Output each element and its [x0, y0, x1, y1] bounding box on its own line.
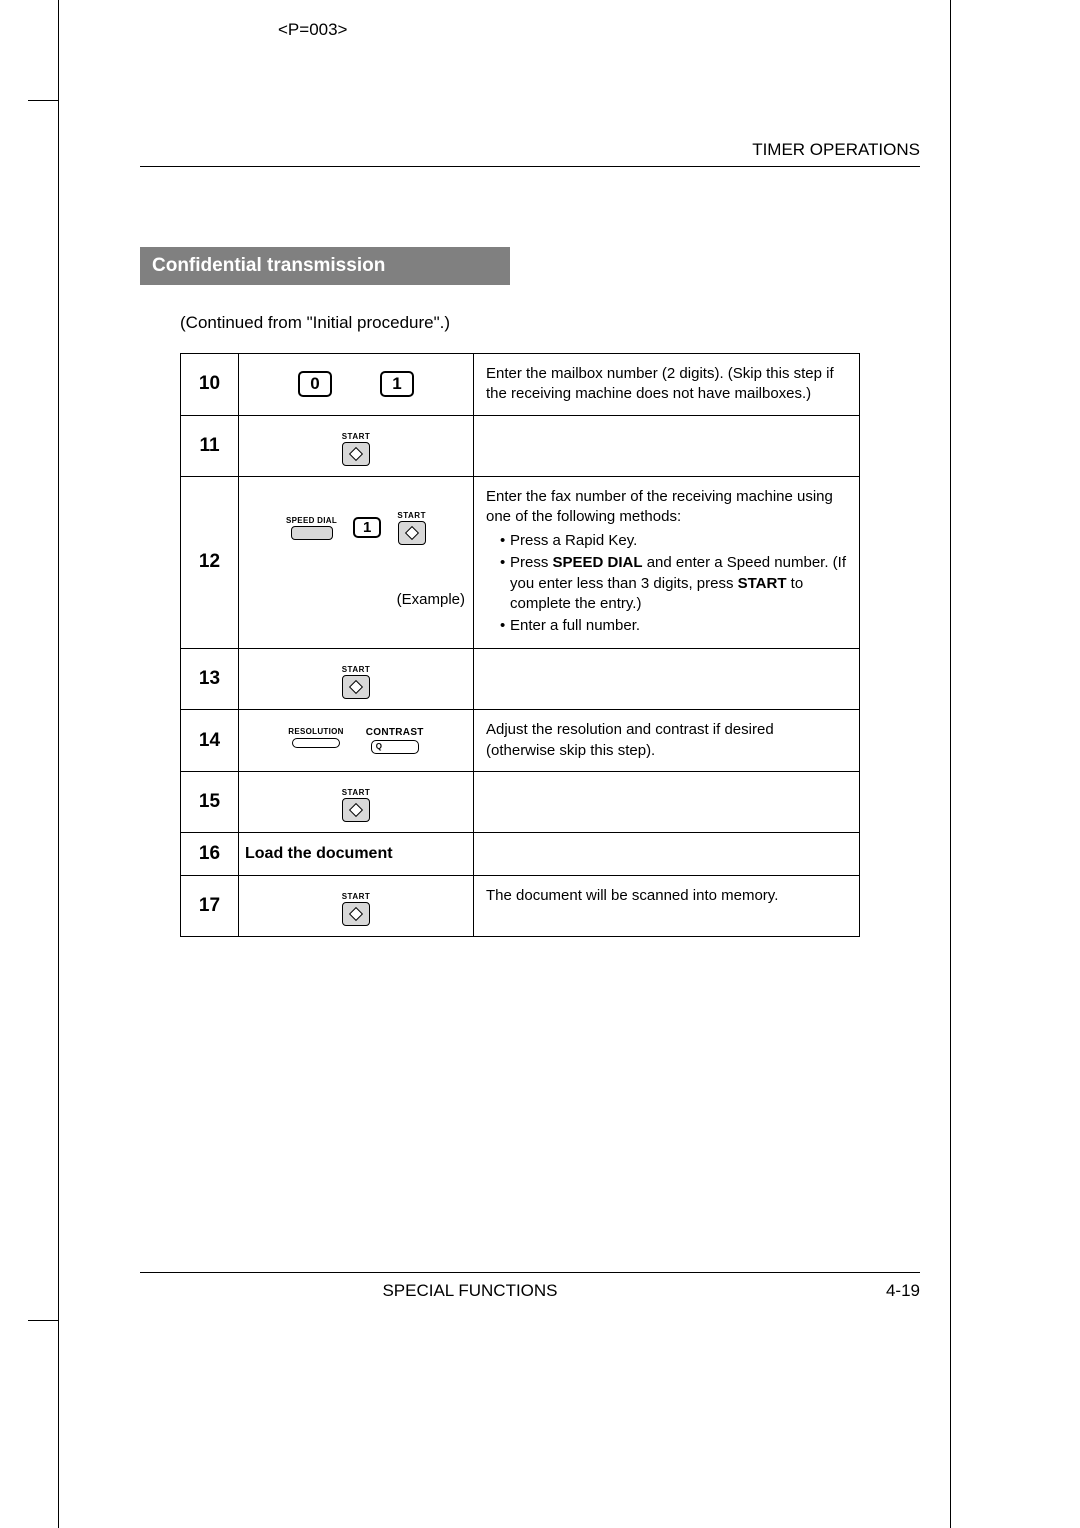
step-number: 15: [181, 771, 239, 832]
step-action: SPEED DIAL 1 START (Example): [239, 476, 474, 649]
keypad-1-button[interactable]: 1: [353, 517, 381, 538]
step-action: START: [239, 771, 474, 832]
list-item: Press SPEED DIAL and enter a Speed numbe…: [500, 553, 847, 614]
step-description: Adjust the resolution and contrast if de…: [474, 710, 860, 772]
diamond-icon: [405, 525, 419, 539]
step-number: 14: [181, 710, 239, 772]
step-description: Enter the mailbox number (2 digits). (Sk…: [474, 354, 860, 416]
table-row: 10 0 1 Enter the mailbox number (2 digit…: [181, 354, 860, 416]
procedure-table: 10 0 1 Enter the mailbox number (2 digit…: [180, 353, 860, 937]
start-label: START: [397, 511, 426, 520]
table-row: 12 SPEED DIAL 1 START (Example: [181, 476, 860, 649]
step-description: [474, 415, 860, 476]
footer-title: SPECIAL FUNCTIONS: [140, 1281, 800, 1301]
contrast-button[interactable]: Q: [371, 740, 419, 754]
keypad-1-button[interactable]: 1: [380, 371, 414, 397]
step-number: 13: [181, 649, 239, 710]
step-action: RESOLUTION CONTRAST Q: [239, 710, 474, 772]
speed-dial-button[interactable]: [291, 526, 333, 540]
method-list: Press a Rapid Key. Press SPEED DIAL and …: [486, 531, 847, 636]
table-row: 16 Load the document: [181, 832, 860, 875]
example-label: (Example): [245, 591, 467, 608]
list-item: Press a Rapid Key.: [500, 531, 847, 551]
step-number: 17: [181, 875, 239, 936]
resolution-button[interactable]: [292, 738, 340, 748]
diamond-icon: [349, 907, 363, 921]
crop-tick-bottom: [28, 1320, 58, 1321]
start-button[interactable]: [342, 675, 370, 699]
table-row: 14 RESOLUTION CONTRAST Q Adjust the reso…: [181, 710, 860, 772]
speed-dial-label: SPEED DIAL: [286, 516, 337, 525]
crop-vline-left: [58, 0, 59, 1528]
step-action: START: [239, 649, 474, 710]
page-content: TIMER OPERATIONS Confidential transmissi…: [140, 140, 920, 937]
step-description: [474, 649, 860, 710]
step-number: 11: [181, 415, 239, 476]
crop-tick-top: [28, 100, 58, 130]
keypad-0-button[interactable]: 0: [298, 371, 332, 397]
page-footer: SPECIAL FUNCTIONS 4-19: [140, 1272, 920, 1301]
start-label: START: [342, 788, 371, 797]
start-button[interactable]: [398, 521, 426, 545]
step-action: START: [239, 415, 474, 476]
intro-text: (Continued from "Initial procedure".): [180, 313, 920, 333]
step-action: 0 1: [239, 354, 474, 416]
step-number: 12: [181, 476, 239, 649]
resolution-label: RESOLUTION: [288, 727, 343, 736]
section-title-bar: Confidential transmission: [140, 247, 510, 285]
start-label: START: [342, 892, 371, 901]
step-number: 16: [181, 832, 239, 875]
step-number: 10: [181, 354, 239, 416]
footer-page-number: 4-19: [800, 1281, 920, 1301]
list-item: Enter a full number.: [500, 616, 847, 636]
table-row: 17 START The document will be scanned in…: [181, 875, 860, 936]
start-label: START: [342, 432, 371, 441]
crop-vline-right: [950, 0, 951, 1528]
step-action: START: [239, 875, 474, 936]
step-action-text: Load the document: [239, 832, 474, 875]
header-section-title: TIMER OPERATIONS: [140, 140, 920, 167]
table-row: 13 START: [181, 649, 860, 710]
contrast-label: CONTRAST: [366, 727, 424, 738]
step-description: The document will be scanned into memory…: [474, 875, 860, 936]
table-row: 11 START: [181, 415, 860, 476]
start-button[interactable]: [342, 442, 370, 466]
diamond-icon: [349, 446, 363, 460]
start-button[interactable]: [342, 902, 370, 926]
step-description: [474, 832, 860, 875]
diamond-icon: [349, 680, 363, 694]
step-description: Enter the fax number of the receiving ma…: [474, 476, 860, 649]
table-row: 15 START: [181, 771, 860, 832]
start-label: START: [342, 665, 371, 674]
desc-text: Enter the fax number of the receiving ma…: [486, 488, 833, 525]
step-description: [474, 771, 860, 832]
start-button[interactable]: [342, 798, 370, 822]
diamond-icon: [349, 803, 363, 817]
page-marker: <P=003>: [278, 20, 348, 40]
